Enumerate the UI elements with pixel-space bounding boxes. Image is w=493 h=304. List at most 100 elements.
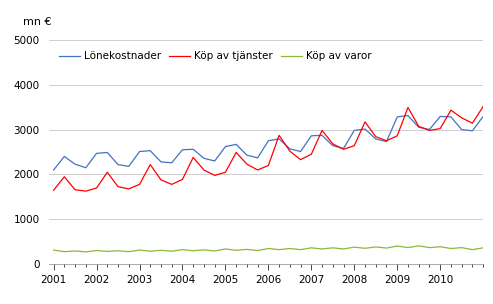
Köp av tjänster (244, 162, 250, 166)
Lönekostnader (72, 162, 78, 166)
Line: Köp av varor: Köp av varor (54, 246, 493, 252)
Köp av varor (201, 248, 207, 252)
Lönekostnader (298, 150, 304, 154)
Köp av tjänster (179, 178, 185, 181)
Köp av varor (94, 249, 100, 252)
Lönekostnader (276, 137, 282, 141)
Köp av tjänster (394, 134, 400, 138)
Köp av varor (491, 244, 493, 247)
Köp av varor (105, 250, 110, 253)
Köp av varor (233, 248, 239, 252)
Köp av varor (244, 247, 250, 251)
Köp av varor (362, 247, 368, 250)
Lönekostnader (233, 143, 239, 146)
Köp av varor (255, 249, 261, 252)
Köp av varor (426, 246, 432, 249)
Lönekostnader (169, 161, 175, 165)
Lönekostnader (319, 133, 325, 137)
Köp av varor (72, 249, 78, 253)
Köp av tjänster (126, 187, 132, 191)
Lönekostnader (115, 163, 121, 166)
Köp av tjänster (115, 185, 121, 188)
Köp av varor (341, 247, 347, 251)
Lönekostnader (137, 150, 142, 154)
Köp av varor (265, 247, 271, 250)
Lönekostnader (126, 164, 132, 168)
Köp av tjänster (147, 163, 153, 166)
Lönekostnader (405, 114, 411, 117)
Lönekostnader (94, 151, 100, 155)
Lönekostnader (211, 159, 217, 163)
Lönekostnader (341, 147, 347, 150)
Lönekostnader (330, 144, 336, 147)
Lönekostnader (448, 115, 454, 119)
Köp av tjänster (222, 171, 228, 174)
Köp av tjänster (287, 149, 293, 153)
Köp av varor (179, 248, 185, 251)
Köp av varor (480, 246, 486, 250)
Köp av varor (83, 250, 89, 254)
Köp av varor (448, 247, 454, 250)
Köp av varor (319, 247, 325, 251)
Köp av tjänster (352, 144, 357, 147)
Köp av tjänster (426, 129, 432, 132)
Köp av varor (126, 250, 132, 254)
Köp av tjänster (233, 150, 239, 154)
Lönekostnader (373, 137, 379, 141)
Line: Lönekostnader: Lönekostnader (54, 116, 493, 170)
Köp av tjänster (265, 164, 271, 167)
Köp av tjänster (405, 105, 411, 109)
Köp av tjänster (137, 183, 142, 186)
Köp av varor (115, 249, 121, 253)
Lönekostnader (480, 115, 486, 118)
Köp av varor (384, 246, 389, 250)
Köp av tjänster (373, 135, 379, 139)
Lönekostnader (158, 160, 164, 164)
Köp av varor (298, 248, 304, 251)
Köp av varor (158, 248, 164, 252)
Köp av tjänster (94, 186, 100, 190)
Lönekostnader (61, 155, 67, 158)
Lönekostnader (244, 153, 250, 157)
Köp av tjänster (384, 139, 389, 143)
Köp av varor (308, 246, 314, 250)
Lönekostnader (222, 145, 228, 148)
Lönekostnader (308, 134, 314, 138)
Köp av varor (394, 244, 400, 248)
Köp av varor (469, 248, 475, 251)
Köp av tjänster (51, 188, 57, 192)
Köp av varor (416, 244, 422, 248)
Köp av varor (373, 245, 379, 249)
Köp av tjänster (83, 189, 89, 193)
Köp av tjänster (330, 142, 336, 146)
Köp av varor (458, 246, 464, 249)
Lönekostnader (416, 126, 422, 129)
Köp av varor (437, 245, 443, 249)
Lönekostnader (437, 115, 443, 118)
Lönekostnader (255, 156, 261, 160)
Köp av tjänster (201, 168, 207, 172)
Lönekostnader (265, 139, 271, 143)
Köp av tjänster (308, 152, 314, 156)
Köp av tjänster (61, 175, 67, 178)
Köp av varor (51, 248, 57, 252)
Köp av tjänster (276, 133, 282, 137)
Lönekostnader (362, 127, 368, 131)
Köp av tjänster (458, 116, 464, 120)
Köp av varor (190, 249, 196, 253)
Köp av tjänster (255, 168, 261, 172)
Köp av varor (137, 248, 142, 252)
Lönekostnader (51, 168, 57, 172)
Köp av tjänster (72, 188, 78, 192)
Köp av tjänster (319, 129, 325, 132)
Lönekostnader (426, 128, 432, 131)
Köp av tjänster (362, 120, 368, 124)
Line: Köp av tjänster: Köp av tjänster (54, 80, 493, 191)
Lönekostnader (179, 148, 185, 152)
Lönekostnader (491, 119, 493, 123)
Köp av tjänster (437, 127, 443, 130)
Köp av varor (287, 247, 293, 250)
Köp av tjänster (491, 78, 493, 82)
Lönekostnader (458, 128, 464, 131)
Legend: Lönekostnader, Köp av tjänster, Köp av varor: Lönekostnader, Köp av tjänster, Köp av v… (59, 51, 372, 61)
